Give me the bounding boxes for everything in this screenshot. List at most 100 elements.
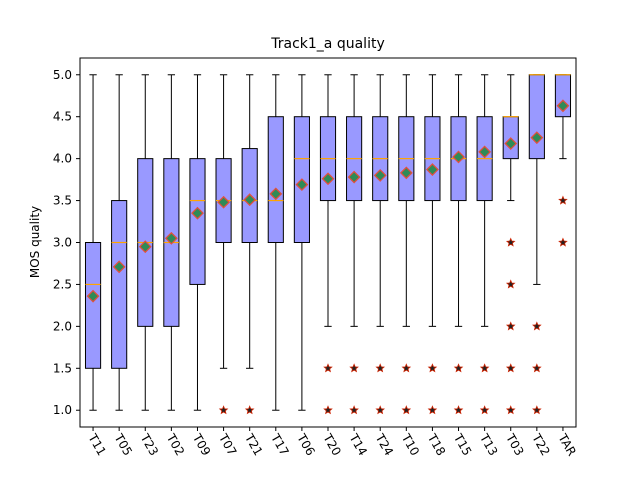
y-tick-label: 3.0 bbox=[53, 236, 72, 250]
outlier-marker bbox=[532, 321, 542, 331]
outlier-marker bbox=[349, 405, 359, 415]
x-tick-label: T02 bbox=[163, 431, 187, 458]
mean-marker bbox=[112, 260, 126, 274]
outlier-marker bbox=[323, 405, 333, 415]
x-tick-label: T03 bbox=[503, 431, 527, 458]
outlier-marker bbox=[558, 237, 568, 247]
mean-marker bbox=[217, 195, 230, 209]
y-tick-label: 4.0 bbox=[53, 152, 72, 166]
mean-marker bbox=[191, 206, 204, 220]
mean-marker bbox=[452, 150, 465, 164]
box-t06 bbox=[293, 74, 310, 411]
outlier-marker bbox=[453, 363, 464, 373]
mean-marker bbox=[347, 170, 361, 184]
x-tick-label: T09 bbox=[189, 431, 213, 458]
x-tick-label: T18 bbox=[424, 431, 448, 458]
y-tick-label: 3.5 bbox=[53, 194, 72, 208]
mean-marker bbox=[556, 99, 570, 113]
box-body bbox=[267, 116, 284, 243]
outlier-marker bbox=[375, 405, 386, 415]
box-t18 bbox=[424, 74, 441, 415]
outlier-marker bbox=[401, 363, 412, 373]
chart-title: Track1_a quality bbox=[270, 36, 384, 52]
box-t14 bbox=[346, 74, 363, 415]
y-axis-label: MOS quality bbox=[28, 206, 42, 278]
box-t24 bbox=[372, 74, 389, 415]
box-t21 bbox=[241, 74, 258, 415]
y-tick-label: 1.0 bbox=[53, 403, 72, 417]
outlier-marker bbox=[323, 363, 333, 373]
box-tar bbox=[554, 74, 572, 247]
x-tick-label: T22 bbox=[529, 431, 553, 458]
outlier-marker bbox=[505, 321, 516, 331]
box-t23 bbox=[137, 74, 154, 411]
y-axis: 1.0 1.5 2.0 2.5 3.0 3.5 4.0 4.5 5.0 bbox=[53, 68, 80, 417]
x-tick-label: T10 bbox=[398, 431, 422, 458]
x-tick-label: T23 bbox=[137, 431, 161, 458]
outlier-marker bbox=[427, 405, 438, 415]
x-tick-label: T15 bbox=[450, 431, 474, 458]
box-t11 bbox=[84, 74, 102, 411]
y-tick-label: 5.0 bbox=[53, 68, 72, 82]
y-tick-label: 1.5 bbox=[53, 361, 72, 375]
mean-marker bbox=[138, 240, 152, 254]
outlier-marker bbox=[244, 405, 255, 415]
box-t09 bbox=[189, 74, 206, 411]
box-t07 bbox=[215, 74, 232, 415]
mean-marker bbox=[504, 137, 518, 150]
box-t22 bbox=[528, 74, 545, 415]
x-tick-label: T11 bbox=[85, 431, 109, 458]
x-axis: T11 T05 T23 T02 T09 T07 T21 T17 T06 T20 T14 T24 T10 T… bbox=[85, 427, 579, 458]
outlier-marker bbox=[453, 405, 464, 415]
mean-marker bbox=[164, 231, 178, 245]
x-tick-label: T21 bbox=[242, 431, 266, 458]
outlier-marker bbox=[532, 363, 542, 373]
x-tick-label: T13 bbox=[477, 431, 501, 458]
outlier-marker bbox=[218, 405, 229, 415]
y-tick-label: 4.5 bbox=[53, 110, 72, 124]
box-body bbox=[189, 158, 206, 285]
plot-area bbox=[84, 74, 572, 415]
x-tick-label: T07 bbox=[215, 431, 239, 458]
outlier-marker bbox=[349, 363, 359, 373]
outlier-marker bbox=[427, 363, 438, 373]
outlier-marker bbox=[479, 363, 490, 373]
mean-marker bbox=[295, 178, 309, 192]
mean-marker bbox=[321, 172, 335, 186]
box-t05 bbox=[111, 74, 128, 411]
outlier-marker bbox=[505, 405, 516, 415]
x-tick-label: T24 bbox=[372, 431, 396, 458]
mean-marker bbox=[269, 187, 283, 201]
mean-marker bbox=[530, 131, 544, 145]
mean-marker bbox=[373, 168, 387, 182]
outlier-marker bbox=[375, 363, 386, 373]
outlier-marker bbox=[479, 405, 490, 415]
x-tick-label: T06 bbox=[294, 431, 318, 458]
y-tick-label: 2.0 bbox=[53, 319, 72, 333]
x-tick-label: T14 bbox=[346, 431, 370, 458]
box-t03 bbox=[502, 74, 519, 415]
box-body bbox=[111, 200, 128, 369]
mean-marker bbox=[243, 193, 257, 207]
mean-marker bbox=[399, 166, 413, 180]
mean-marker bbox=[86, 289, 100, 303]
box-t02 bbox=[163, 74, 180, 411]
x-tick-label: T20 bbox=[320, 431, 344, 458]
outlier-marker bbox=[505, 237, 516, 247]
x-tick-label: T17 bbox=[268, 431, 292, 458]
x-tick-label: T05 bbox=[111, 431, 135, 458]
outlier-marker bbox=[558, 195, 568, 205]
box-t20 bbox=[319, 74, 337, 415]
outlier-marker bbox=[401, 405, 412, 415]
box-t17 bbox=[267, 74, 284, 411]
box-body bbox=[528, 74, 545, 160]
box-body bbox=[84, 242, 102, 369]
box-t15 bbox=[450, 74, 467, 415]
outlier-marker bbox=[505, 363, 516, 373]
x-tick-label: TAR bbox=[555, 431, 579, 459]
mean-marker bbox=[478, 145, 492, 159]
y-tick-label: 2.5 bbox=[53, 277, 72, 291]
outlier-marker bbox=[505, 279, 516, 289]
mean-marker bbox=[426, 163, 439, 176]
